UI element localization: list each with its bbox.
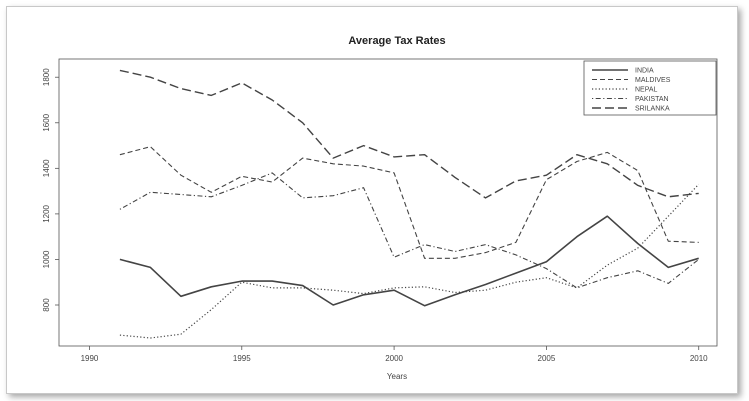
y-tick-label: 1800 [42, 68, 51, 86]
legend-label-srilanka: SRILANKA [635, 106, 670, 113]
y-axis: 800 1000 1200 1400 1600 1800 [42, 68, 59, 312]
y-tick-label: 1000 [42, 250, 51, 268]
x-tick-label: 1995 [233, 354, 251, 363]
legend-label-nepal: NEPAL [635, 87, 658, 94]
x-tick-label: 2010 [690, 354, 708, 363]
x-axis: 1990 1995 2000 2005 2010 [81, 346, 708, 363]
x-tick-label: 1990 [81, 354, 99, 363]
legend: INDIA MALDIVES NEPAL PAKISTAN SRILANKA [583, 60, 717, 116]
series-line-india [119, 215, 699, 307]
x-axis-label: Years [387, 372, 407, 381]
y-tick-label: 1600 [42, 113, 51, 131]
plot-border [58, 58, 718, 347]
y-tick-label: 1200 [42, 204, 51, 222]
legend-label-pakistan: PAKISTAN [635, 96, 669, 103]
x-tick-label: 2005 [538, 354, 556, 363]
x-tick-label: 2000 [385, 354, 403, 363]
tax-rates-chart: Average Tax Rates 800 1000 1200 1400 1600 180… [42, 35, 718, 381]
series-line-pakistan [119, 172, 700, 289]
series-line-srilanka [119, 69, 699, 199]
y-tick-label: 800 [42, 298, 51, 312]
chart-frame: Average Tax Rates 800 1000 1200 1400 1600 180… [6, 6, 738, 394]
series-line-nepal [119, 183, 700, 339]
legend-label-maldives: MALDIVES [635, 77, 671, 84]
chart-title: Average Tax Rates [348, 35, 445, 47]
legend-label-india: INDIA [635, 68, 654, 75]
y-tick-label: 1400 [42, 159, 51, 177]
series-line-maldives [119, 146, 699, 259]
series-layer [119, 69, 700, 339]
